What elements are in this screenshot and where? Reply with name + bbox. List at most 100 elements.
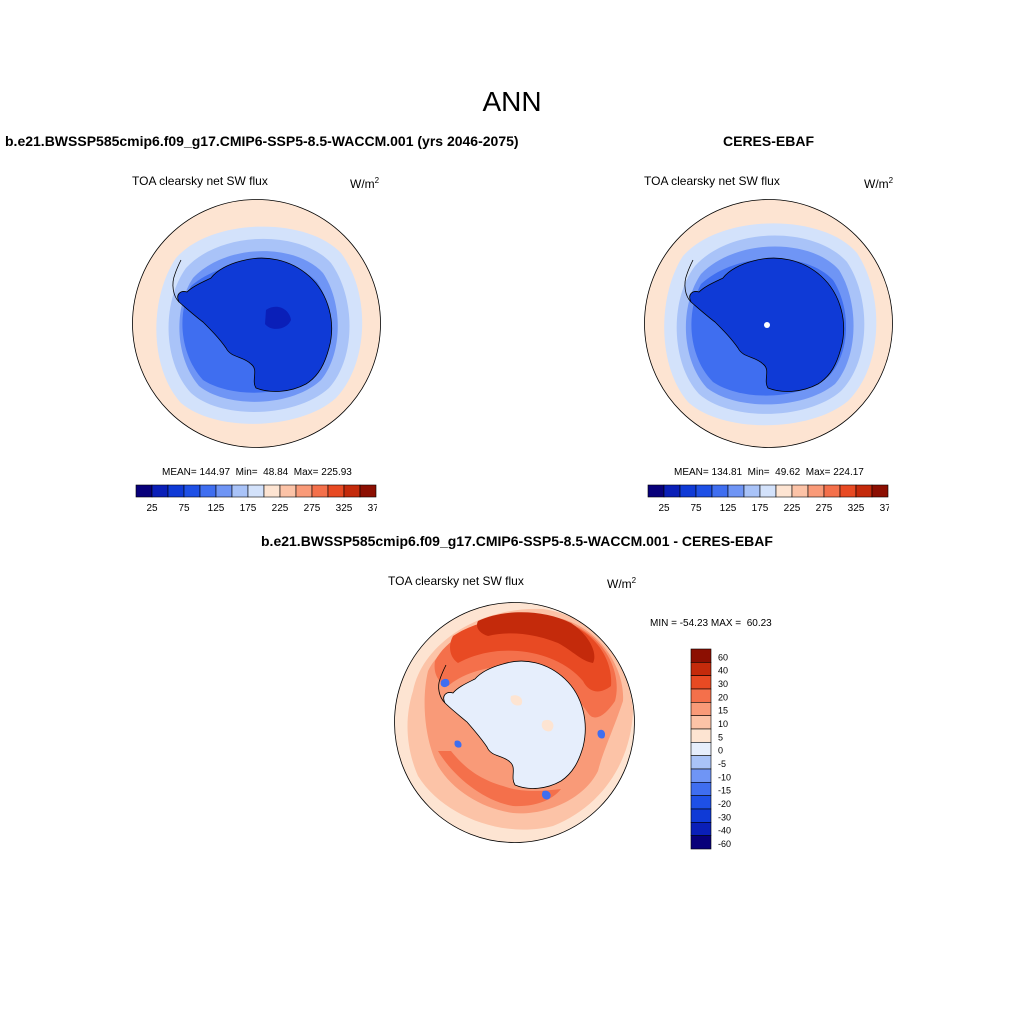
model-colorbar-swatch (167, 484, 185, 498)
model-colorbar-swatch (327, 484, 345, 498)
model-colorbar-swatch (135, 484, 153, 498)
model-colorbar-tick-label: 325 (336, 503, 353, 514)
obs-polar-map (644, 199, 893, 448)
diff-colorbar-swatch (690, 808, 712, 823)
model-colorbar-swatch (199, 484, 217, 498)
diff-colorbar-swatch (690, 648, 712, 663)
model-antarctica (177, 257, 332, 392)
model-polar-map (132, 199, 381, 448)
model-colorbar-tick-label: 175 (240, 503, 257, 514)
model-colorbar-swatch (231, 484, 249, 498)
diff-stats-label: MIN = -54.23 MAX = 60.23 (650, 618, 772, 629)
obs-colorbar-tick-label: 225 (784, 503, 801, 514)
model-colorbar-tick-label: 125 (208, 503, 225, 514)
obs-colorbar-tick-label: 375 (880, 503, 889, 514)
obs-pole-missing-data (764, 322, 770, 328)
model-colorbar-swatch (263, 484, 281, 498)
diff-colorbar-level-label: -30 (718, 812, 731, 822)
model-variable-label: TOA clearsky net SW flux (132, 174, 268, 188)
obs-colorbar: 25 75 125 175 225 275 325 375 (647, 484, 889, 514)
obs-units-label: W/m2 (864, 176, 894, 191)
diff-orange-south (438, 751, 561, 807)
model-colorbar-swatch (183, 484, 201, 498)
diff-colorbar-swatch (690, 742, 712, 756)
obs-colorbar-swatch (775, 484, 793, 498)
diff-polar-map (394, 602, 635, 843)
obs-variable-label: TOA clearsky net SW flux (644, 174, 780, 188)
model-colorbar-swatch (279, 484, 297, 498)
model-colorbar-tick-label: 275 (304, 503, 321, 514)
diff-colorbar-level-label: -60 (718, 839, 731, 849)
diff-colorbar: 60 40 30 20 15 10 5 0 -5 -10 -15 -20 -30 -40 -60 (690, 648, 731, 850)
obs-colorbar-swatch (807, 484, 825, 498)
diff-colorbar-level-label: -20 (718, 799, 731, 809)
obs-peninsula-coast (684, 259, 694, 303)
diff-colorbar-level-label: 10 (718, 719, 728, 729)
diff-colorbar-level-label: -40 (718, 826, 731, 836)
obs-stats-label: MEAN= 134.81 Min= 49.62 Max= 224.17 (674, 467, 864, 478)
diff-colorbar-swatch (690, 688, 712, 703)
diff-colorbar-swatch (690, 728, 712, 743)
diff-panel-title: b.e21.BWSSP585cmip6.f09_g17.CMIP6-SSP5-8… (261, 533, 773, 549)
obs-colorbar-swatch (679, 484, 697, 498)
diff-units-label: W/m2 (607, 576, 637, 591)
diff-coastal-blue-b (454, 740, 462, 748)
figure-title: ANN (482, 86, 542, 117)
obs-colorbar-swatch (727, 484, 745, 498)
obs-panel-title: CERES-EBAF (723, 133, 815, 149)
diff-coastal-blue-a (440, 678, 450, 688)
diff-colorbar-swatch (690, 675, 712, 690)
model-colorbar-swatch (343, 484, 361, 498)
model-colorbar-swatch (359, 484, 377, 498)
diff-map-border (394, 602, 635, 843)
diff-colorbar-swatch (690, 835, 712, 850)
diff-interior-patch-b (541, 719, 554, 732)
obs-colorbar-swatch (711, 484, 729, 498)
model-colorbar-tick-label: 75 (178, 503, 190, 514)
obs-colorbar-swatch (855, 484, 873, 498)
model-colorbar-tick-label: 25 (146, 503, 158, 514)
obs-colorbar-swatch (839, 484, 857, 498)
diff-colorbar-level-label: 60 (718, 652, 728, 662)
model-interior-low (265, 306, 291, 329)
obs-colorbar-tick-label: 275 (816, 503, 833, 514)
obs-colorbar-swatch (663, 484, 681, 498)
model-colorbar: 25 75 125 175 225 275 325 375 (135, 484, 377, 514)
model-colorbar-tick-label: 225 (272, 503, 289, 514)
diff-colorbar-level-label: 5 (718, 732, 723, 742)
diff-colorbar-level-label: -10 (718, 772, 731, 782)
diff-interior-patch-a (510, 695, 523, 706)
obs-colorbar-swatch (647, 484, 665, 498)
diff-coastal-blue-c (541, 790, 551, 800)
diff-colorbar-swatch (690, 755, 712, 770)
diff-colorbar-level-label: 15 (718, 706, 728, 716)
obs-colorbar-swatch (759, 484, 777, 498)
model-colorbar-tick-label: 375 (368, 503, 377, 514)
diff-colorbar-level-label: 20 (718, 692, 728, 702)
diff-colorbar-level-label: -15 (718, 786, 731, 796)
model-panel-title: b.e21.BWSSP585cmip6.f09_g17.CMIP6-SSP5-8… (5, 133, 519, 149)
obs-colorbar-tick-label: 75 (690, 503, 702, 514)
obs-map-border (644, 199, 893, 448)
diff-antarctica (443, 660, 586, 789)
model-colorbar-swatch (247, 484, 265, 498)
model-units-label: W/m2 (350, 176, 380, 191)
model-map-border (132, 199, 381, 448)
diff-colorbar-swatch (690, 822, 712, 836)
diff-colorbar-level-label: -5 (718, 759, 726, 769)
diff-colorbar-swatch (690, 715, 712, 730)
obs-colorbar-tick-label: 325 (848, 503, 865, 514)
obs-colorbar-swatch (743, 484, 761, 498)
obs-colorbar-swatch (791, 484, 809, 498)
diff-colorbar-swatch (690, 782, 712, 796)
diff-darkred-core (477, 612, 595, 663)
obs-colorbar-swatch (871, 484, 889, 498)
model-stats-label: MEAN= 144.97 Min= 48.84 Max= 225.93 (162, 467, 352, 478)
diff-variable-label: TOA clearsky net SW flux (388, 574, 524, 588)
obs-colorbar-tick-label: 25 (658, 503, 670, 514)
obs-colorbar-swatch (695, 484, 713, 498)
model-colorbar-swatch (311, 484, 329, 498)
obs-colorbar-swatch (823, 484, 841, 498)
model-colorbar-swatch (215, 484, 233, 498)
diff-colorbar-swatch (690, 662, 712, 676)
